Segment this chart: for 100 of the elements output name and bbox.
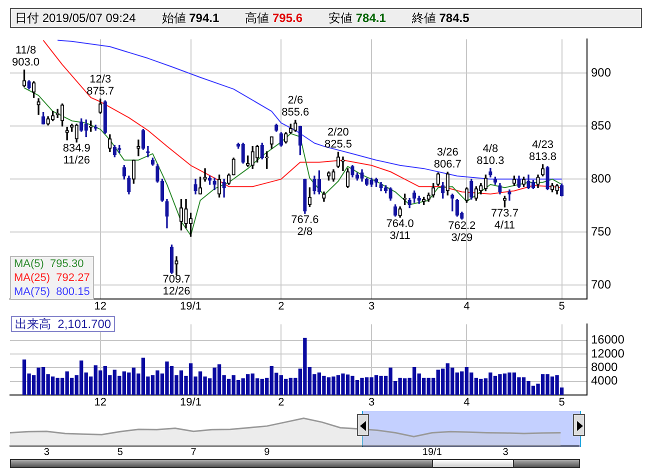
annotation: 767.6 2/8 (291, 214, 319, 238)
candlestick (232, 158, 236, 176)
candlestick (270, 136, 274, 149)
x-tick-label: 2 (278, 300, 284, 313)
y-tick-label: 700 (591, 278, 612, 292)
candlestick (198, 176, 202, 194)
annotation: 762.2 3/29 (448, 220, 476, 244)
y-tick-label: 800 (591, 171, 612, 186)
candlestick (560, 184, 564, 196)
y-tick-label: 850 (591, 118, 612, 132)
y-tick-label: 8000 (591, 360, 618, 374)
candlestick (179, 198, 184, 230)
candlestick (22, 70, 26, 88)
candlestick (540, 164, 545, 176)
x-tick-label: 3 (44, 446, 50, 458)
annotation: 773.7 4/11 (490, 208, 518, 232)
x-tick-label: 5 (558, 396, 565, 409)
candlestick (222, 178, 226, 198)
candlestick (508, 189, 512, 201)
candlestick (65, 126, 69, 140)
candlestick (265, 151, 269, 169)
candlestick (398, 206, 402, 218)
annotation: 709.7 12/26 (162, 274, 190, 298)
candlestick (322, 192, 326, 202)
candlestick (550, 183, 554, 192)
candlestick (136, 140, 140, 156)
y-tick-label: 12000 (591, 346, 625, 360)
x-tick-label: 4 (464, 300, 470, 313)
candlestick (41, 112, 46, 124)
candlestick (127, 176, 131, 194)
candlestick (294, 120, 298, 132)
candlestick (212, 178, 216, 190)
chart-title: 日付 2019/05/07 09:24 (15, 11, 136, 25)
candlestick (217, 174, 222, 198)
x-tick-label: 12 (94, 300, 107, 313)
x-tick-label: 3 (368, 396, 375, 409)
annotation: 2/20 825.5 (324, 126, 352, 151)
y-tick-label: 4000 (591, 374, 618, 388)
x-tick-label: 2 (278, 396, 284, 409)
candlestick (288, 124, 292, 134)
candlestick (522, 176, 526, 187)
candlestick (118, 144, 122, 153)
candlestick (346, 168, 350, 188)
text: 安値 784.1 (328, 11, 386, 25)
candlestick (122, 165, 126, 180)
candlestick (350, 165, 354, 178)
y-tick-label: 900 (591, 65, 612, 80)
candlestick (279, 132, 283, 147)
candlestick (146, 146, 150, 158)
annotation: 12/3 875.7 (86, 73, 114, 98)
annotation: 4/8 810.3 (476, 142, 504, 167)
candlestick (498, 183, 502, 194)
x-tick-label: 19/1 (180, 300, 202, 313)
candlestick (336, 152, 340, 168)
candlestick (170, 244, 174, 274)
candlestick (165, 198, 169, 228)
candlestick (141, 129, 146, 150)
candlestick (308, 187, 312, 208)
x-tick-label: 9 (264, 446, 270, 458)
candlestick (256, 144, 260, 163)
candlestick (455, 198, 459, 217)
candlestick (432, 183, 436, 198)
x-tick-label: 7 (190, 446, 197, 458)
candlestick (112, 144, 116, 158)
annotation: 834.9 11/26 (62, 142, 90, 167)
candlestick (303, 178, 307, 214)
candlestick (36, 98, 40, 115)
candlestick (174, 256, 178, 276)
x-tick-label: 3 (502, 446, 509, 458)
candlestick (260, 142, 264, 160)
annotation: 764.0 3/11 (386, 218, 414, 242)
annotation: 4/23 813.8 (528, 139, 557, 164)
candlestick (60, 104, 64, 126)
candlestick (50, 110, 55, 122)
text: 始値 794.1 (162, 11, 220, 25)
x-tick-label: 4 (464, 396, 470, 409)
text: MA(5) 795.30 (14, 257, 85, 271)
candlestick (536, 174, 540, 188)
candlestick (470, 178, 474, 200)
x-tick-label: 5 (117, 446, 124, 458)
x-tick-label: 5 (558, 300, 565, 313)
candlestick (517, 176, 521, 188)
candlestick (441, 182, 445, 199)
candlestick (188, 212, 193, 237)
text: MA(25) 792.27 (14, 271, 90, 285)
candlestick (364, 178, 369, 186)
candlestick (546, 166, 550, 190)
candlestick (284, 132, 288, 144)
x-tick-label: 19/1 (422, 446, 442, 458)
x-tick-label: 19/1 (180, 396, 202, 409)
candlestick (412, 190, 416, 203)
candlestick (488, 168, 492, 178)
candlestick (27, 80, 31, 90)
text: MA(75) 800.15 (14, 285, 90, 299)
candlestick (103, 100, 107, 134)
candlestick (355, 172, 360, 181)
candlestick (326, 171, 331, 181)
text: 高値 795.6 (245, 11, 303, 25)
chart-title: 出来高 2,101.700 (11, 316, 116, 332)
annotation: 11/8 903.0 (12, 44, 40, 68)
